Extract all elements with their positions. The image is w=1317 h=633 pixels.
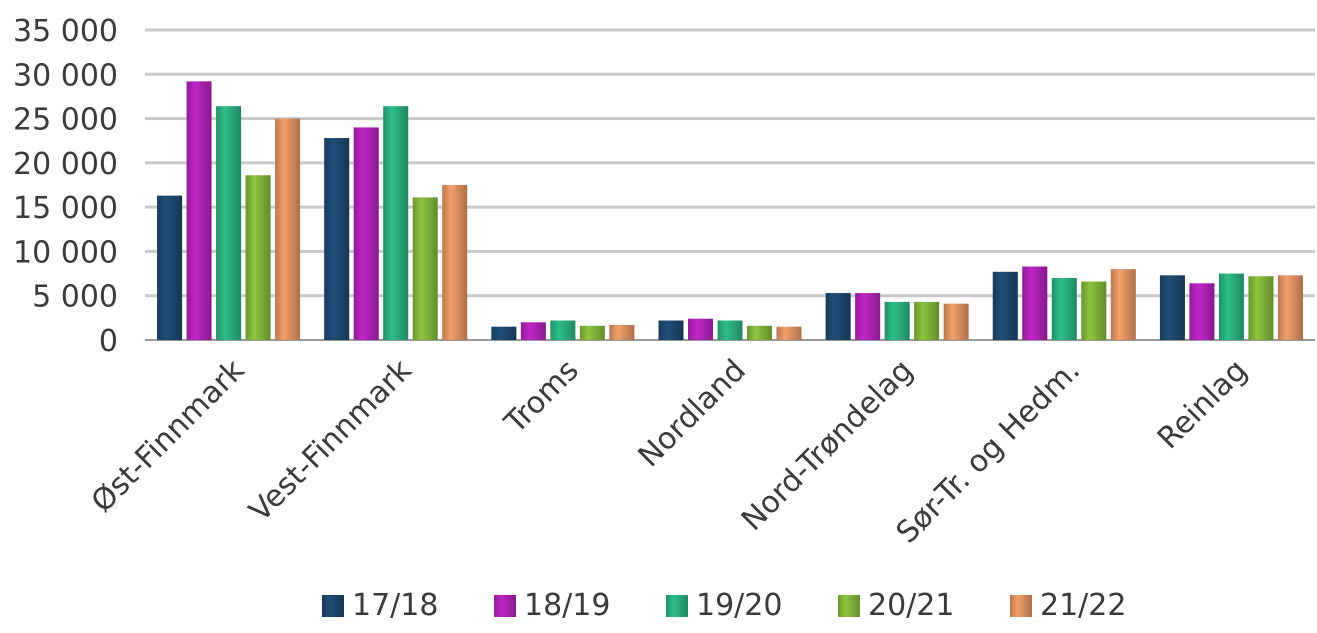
legend-label: 17/18 bbox=[352, 588, 438, 623]
bar-shading bbox=[855, 293, 881, 340]
bar-group bbox=[1159, 273, 1303, 340]
bar-group bbox=[825, 293, 969, 340]
bar-shading bbox=[884, 301, 910, 340]
bar-shading bbox=[1218, 273, 1244, 340]
legend-label: 21/22 bbox=[1040, 588, 1126, 623]
bar-shading bbox=[186, 81, 212, 340]
bar-shading bbox=[1159, 275, 1185, 340]
legend-label: 19/20 bbox=[696, 588, 782, 623]
y-tick-label: 15 000 bbox=[13, 191, 118, 226]
bar-shading bbox=[216, 106, 242, 341]
x-tick-label: Sør-Tr. og Hedm. bbox=[890, 353, 1087, 550]
x-tick-label: Nordland bbox=[632, 353, 753, 474]
bar-shading bbox=[353, 127, 379, 340]
legend: 17/18 18/19 19/20 20/21 21/22 bbox=[322, 588, 1126, 623]
bar-shading bbox=[324, 138, 350, 340]
x-tick-label: Øst-Finnmark bbox=[85, 352, 252, 519]
bar-shading bbox=[992, 271, 1018, 340]
bar-shading bbox=[1022, 266, 1048, 340]
y-tick-label: 35 000 bbox=[13, 14, 118, 49]
x-tick-label: Reinlag bbox=[1151, 353, 1254, 456]
bar-shading bbox=[275, 118, 301, 340]
bar-shading bbox=[688, 318, 713, 340]
bar-shading bbox=[157, 195, 183, 340]
bar-shading bbox=[579, 325, 605, 340]
bar-shading bbox=[717, 320, 743, 340]
y-tick-label: 0 bbox=[99, 324, 118, 359]
bar-shading bbox=[245, 175, 271, 340]
y-tick-label: 5 000 bbox=[32, 280, 118, 315]
bar-group bbox=[658, 318, 802, 340]
bar-shading bbox=[1189, 283, 1215, 340]
bar-shading bbox=[383, 106, 409, 341]
bar-shading bbox=[520, 322, 546, 340]
legend-item: 21/22 bbox=[1010, 588, 1126, 623]
bars bbox=[157, 81, 1303, 341]
bar-group bbox=[324, 106, 468, 341]
bar-shading bbox=[550, 320, 576, 340]
legend-swatch-shading bbox=[666, 595, 688, 617]
y-axis: 0 5 000 10 000 15 000 20 000 25 000 30 000 35 0… bbox=[13, 14, 118, 359]
legend-swatch-shading bbox=[494, 595, 516, 617]
x-tick-label: Vest-Finnmark bbox=[243, 352, 419, 528]
bar-shading bbox=[1081, 281, 1107, 340]
legend-item: 17/18 bbox=[322, 588, 438, 623]
bar-shading bbox=[1248, 276, 1274, 340]
y-tick-label: 20 000 bbox=[13, 147, 118, 182]
bar-shading bbox=[747, 325, 772, 340]
legend-label: 20/21 bbox=[868, 588, 954, 623]
bar-group bbox=[157, 81, 301, 341]
bar-shading bbox=[658, 320, 684, 340]
bar-group bbox=[491, 320, 635, 340]
bar-shading bbox=[1051, 278, 1077, 340]
y-tick-label: 30 000 bbox=[13, 58, 118, 93]
legend-item: 20/21 bbox=[838, 588, 954, 623]
x-tick-label: Nord-Trøndelag bbox=[735, 353, 920, 538]
gridlines bbox=[145, 28, 1315, 341]
bar-shading bbox=[1110, 269, 1136, 340]
legend-swatch-shading bbox=[322, 595, 344, 617]
legend-label: 18/19 bbox=[524, 588, 610, 623]
bar-shading bbox=[609, 324, 635, 340]
legend-swatch-shading bbox=[1010, 595, 1032, 617]
bar-shading bbox=[914, 301, 940, 340]
bar-shading bbox=[442, 185, 468, 340]
bar-shading bbox=[943, 303, 969, 340]
bar-shading bbox=[412, 197, 438, 340]
bar-shading bbox=[776, 326, 802, 340]
legend-item: 19/20 bbox=[666, 588, 782, 623]
bar-group bbox=[992, 266, 1136, 340]
legend-item: 18/19 bbox=[494, 588, 610, 623]
bar-shading bbox=[825, 293, 851, 340]
y-tick-label: 25 000 bbox=[13, 103, 118, 138]
legend-swatch-shading bbox=[838, 595, 860, 617]
y-tick-label: 10 000 bbox=[13, 235, 118, 270]
x-tick-label: Troms bbox=[497, 353, 585, 441]
bar-shading bbox=[1277, 275, 1303, 340]
bar-shading bbox=[491, 326, 517, 340]
